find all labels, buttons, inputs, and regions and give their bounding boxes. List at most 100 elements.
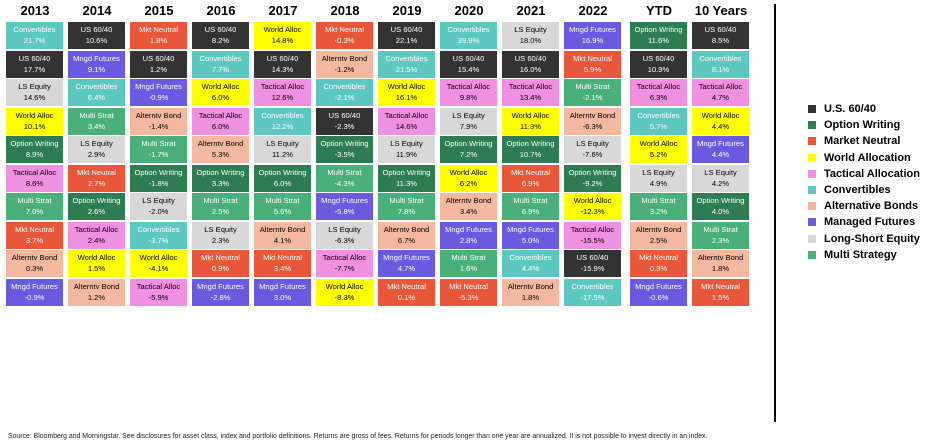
cell-return-value: 2.7%: [87, 178, 106, 188]
legend: U.S. 60/40 Option Writing Market Neutral Wo…: [808, 101, 920, 263]
cell-return-value: -4.3%: [334, 178, 355, 188]
cell-asset-label: US 60/40: [266, 53, 299, 63]
cell-return-value: 4.4%: [711, 150, 730, 159]
cell-ytd-rank-1: Option Writing 11.6%: [630, 22, 687, 49]
cell-asset-label: Multi Strat: [513, 196, 548, 205]
cell-2017-rank-4: Convertibles 12.2%: [254, 107, 311, 135]
cell-asset-label: Convertibles: [571, 281, 614, 291]
cell-2017-rank-6: Option Writing 6.0%: [254, 164, 311, 192]
cell-return-value: -15.5%: [580, 235, 605, 245]
cell-2013-rank-4: World Alloc 10.1%: [6, 107, 63, 135]
cell-2013-rank-5: Option Writing 8.9%: [6, 136, 63, 163]
legend-item: World Allocation: [808, 150, 920, 166]
legend-label: World Allocation: [824, 151, 911, 164]
cell-asset-label: World Alloc: [387, 82, 426, 91]
cell-return-value: -7.6%: [582, 150, 603, 159]
cell-asset-label: Mkt Neutral: [201, 253, 240, 262]
cell-asset-label: Multi Strat: [451, 253, 486, 262]
cell-2017-rank-9: Mkt Neutral 3.4%: [254, 250, 311, 277]
cell-return-value: 5.2%: [649, 150, 668, 159]
cell-return-value: 15.4%: [457, 64, 480, 74]
cell-return-value: -2.1%: [334, 93, 355, 102]
cell-2018-rank-2: Alterntv Bond -1.2%: [316, 50, 373, 78]
cell-asset-label: Alterntv Bond: [11, 253, 58, 262]
cell-return-value: 7.2%: [459, 150, 478, 159]
cell-asset-label: US 60/40: [514, 53, 547, 63]
cell-return-value: 0.3%: [649, 264, 668, 273]
cell-2018-rank-6: Multi Strat -4.3%: [316, 164, 373, 192]
cell-return-value: 6.9%: [521, 178, 540, 188]
cell-return-value: 11.6%: [648, 36, 669, 45]
cell-return-value: 0.3%: [25, 264, 44, 273]
cell-asset-label: Option Writing: [196, 167, 245, 177]
cell-return-value: -5.8%: [334, 207, 355, 216]
cell-2021-rank-10: Alterntv Bond 1.8%: [502, 278, 559, 306]
cell-ytd-rank-9: Mkt Neutral 0.3%: [630, 250, 687, 277]
cell-return-value: 22.1%: [395, 36, 418, 45]
cell-return-value: -2.3%: [334, 121, 355, 131]
cell-2017-rank-5: LS Equity 11.2%: [254, 136, 311, 163]
cell-return-value: 4.4%: [711, 121, 730, 131]
cell-return-value: -4.1%: [148, 264, 169, 273]
cell-asset-label: Option Writing: [258, 167, 307, 177]
cell-2020-rank-10: Mkt Neutral -5.3%: [440, 278, 497, 306]
cell-return-value: 1.5%: [711, 292, 730, 302]
cell-asset-label: Tactical Alloc: [446, 82, 491, 91]
cell-return-value: 2.5%: [649, 235, 668, 245]
cell-ytd-rank-10: Mngd Futures -0.6%: [630, 278, 687, 306]
cell-asset-label: LS Equity: [328, 224, 361, 234]
cell-return-value: -0.9%: [148, 93, 169, 102]
cell-asset-label: Option Writing: [506, 139, 555, 148]
cell-2022-rank-4: Alterntv Bond -6.3%: [564, 107, 621, 135]
column-header-10-years: 10 Years: [694, 3, 748, 18]
cell-return-value: -7.7%: [334, 264, 355, 273]
cell-return-value: 1.8%: [711, 264, 730, 273]
cell-asset-label: Alterntv Bond: [697, 253, 744, 262]
column-header-2016: 2016: [206, 3, 236, 18]
cell-2019-rank-1: US 60/40 22.1%: [378, 22, 435, 49]
cell-asset-label: Mkt Neutral: [139, 25, 178, 34]
cell-2013-rank-2: US 60/40 17.7%: [6, 50, 63, 78]
cell-2022-rank-9: US 60/40 -15.9%: [564, 250, 621, 277]
cell-asset-label: LS Equity: [390, 139, 423, 148]
cell-2022-rank-5: LS Equity -7.6%: [564, 136, 621, 163]
cell-ytd-rank-8: Alterntv Bond 2.5%: [630, 221, 687, 249]
cell-asset-label: Tactical Alloc: [12, 167, 57, 177]
cell-asset-label: World Alloc: [77, 253, 116, 262]
cell-return-value: 3.7%: [25, 235, 44, 245]
source-footnote: Source: Bloomberg and Morningstar. See d…: [8, 433, 708, 440]
cell-2020-rank-2: US 60/40 15.4%: [440, 50, 497, 78]
cell-asset-label: US 60/40: [18, 53, 51, 63]
cell-return-value: 4.9%: [649, 178, 668, 188]
cell-return-value: 8.5%: [711, 36, 730, 45]
cell-2013-rank-10: Mngd Futures -0.9%: [6, 278, 63, 306]
cell-2018-rank-10: World Alloc -8.3%: [316, 278, 373, 306]
cell-asset-label: Multi Strat: [327, 167, 362, 177]
cell-return-value: 6.0%: [211, 121, 230, 131]
cell-return-value: 4.7%: [397, 264, 416, 273]
cell-return-value: 6.2%: [459, 178, 478, 188]
cell-asset-label: LS Equity: [514, 25, 547, 34]
cell-asset-label: US 60/40: [328, 110, 361, 120]
legend-label: Convertibles: [824, 184, 891, 197]
cell-2013-rank-7: Multi Strat 7.0%: [6, 193, 63, 220]
cell-return-value: 0.1%: [397, 292, 416, 302]
cell-asset-label: LS Equity: [642, 167, 675, 177]
cell-asset-label: Alterntv Bond: [259, 224, 306, 234]
cell-asset-label: Mkt Neutral: [639, 253, 678, 262]
cell-2013-rank-8: Mkt Neutral 3.7%: [6, 221, 63, 249]
legend-item: Option Writing: [808, 117, 920, 133]
cell-return-value: 3.4%: [87, 121, 106, 131]
cell-return-value: 12.2%: [271, 121, 294, 131]
cell-asset-label: Mkt Neutral: [15, 224, 54, 234]
cell-return-value: 5.9%: [583, 64, 602, 74]
cell-ytd-rank-4: Convertibles 5.7%: [630, 107, 687, 135]
cell-2017-rank-10: Mngd Futures 3.0%: [254, 278, 311, 306]
cell-return-value: 8.2%: [211, 36, 230, 45]
cell-asset-label: Mkt Neutral: [77, 167, 116, 177]
cell-ytd-rank-2: US 60/40 10.9%: [630, 50, 687, 78]
cell-return-value: 3.0%: [273, 292, 292, 302]
cell-2019-rank-9: Mngd Futures 4.7%: [378, 250, 435, 277]
cell-asset-label: World Alloc: [263, 25, 302, 34]
cell-asset-label: Mngd Futures: [11, 281, 58, 291]
